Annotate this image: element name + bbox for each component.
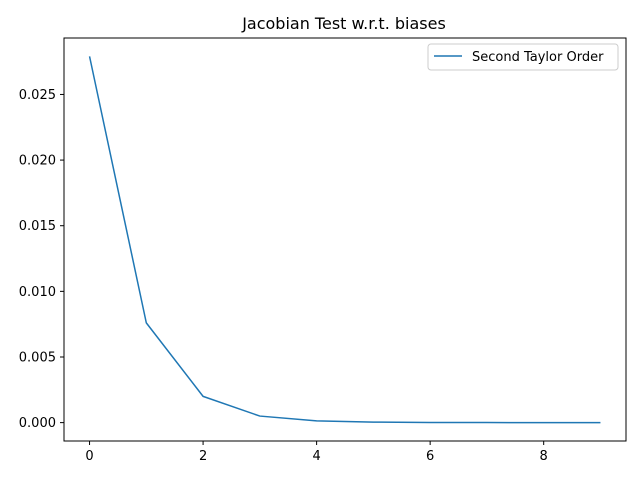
plot-area bbox=[88, 56, 601, 424]
y-tick-label: 0.025 bbox=[19, 88, 56, 103]
y-tick-label: 0.020 bbox=[19, 154, 56, 169]
y-axis: 0.000 0.005 0.010 0.015 0.020 0.025 bbox=[19, 88, 64, 431]
legend-box bbox=[427, 43, 619, 71]
x-axis: 0 2 4 6 8 bbox=[85, 441, 548, 464]
y-tick-label: 0.005 bbox=[19, 350, 56, 365]
y-tick-label: 0.015 bbox=[19, 219, 56, 234]
axes-frame bbox=[63, 37, 627, 442]
x-tick-label: 0 bbox=[85, 449, 93, 464]
legend: Second Taylor Order bbox=[427, 43, 619, 71]
series-line-0 bbox=[88, 56, 601, 424]
x-tick-label: 2 bbox=[199, 449, 207, 464]
y-tick-label: 0.000 bbox=[19, 416, 56, 431]
legend-label: Second Taylor Order bbox=[472, 50, 604, 65]
x-tick-label: 6 bbox=[426, 449, 434, 464]
x-tick-label: 4 bbox=[312, 449, 320, 464]
chart-title: Jacobian Test w.r.t. biases bbox=[241, 14, 446, 33]
y-tick-label: 0.010 bbox=[19, 285, 56, 300]
x-tick-label: 8 bbox=[540, 449, 548, 464]
